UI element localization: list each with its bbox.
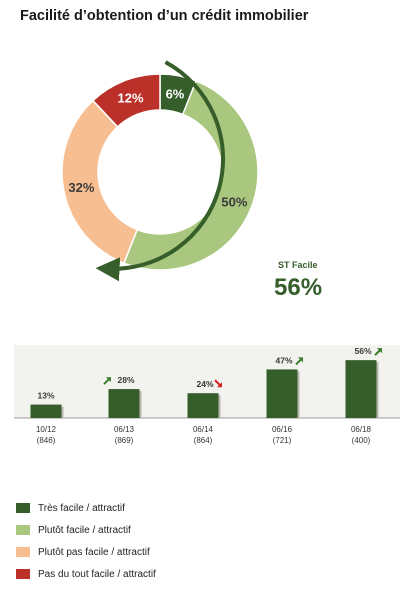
legend-swatch <box>16 525 30 535</box>
bar-category-label: 06/18 <box>351 425 372 434</box>
bar-category-label: (400) <box>352 436 371 445</box>
donut-slice-plut-t-pas-facile-attractif <box>61 99 139 265</box>
trend-up-arrow-icon <box>295 357 303 366</box>
bar-category-label: (846) <box>37 436 56 445</box>
bar-category-label: 06/13 <box>114 425 135 434</box>
donut-slice-label: 6% <box>166 86 185 101</box>
trend-down-arrow-icon <box>214 379 222 388</box>
donut-slice-label: 12% <box>118 91 144 106</box>
bar-value-label: 24% <box>196 379 213 389</box>
legend-label: Plutôt pas facile / attractif <box>38 546 150 558</box>
summary-label: ST Facile <box>278 260 318 270</box>
trend-up-arrow-icon <box>103 377 111 385</box>
legend-swatch <box>16 547 30 557</box>
donut-slice-pas-du-tout-facile-attractif <box>91 73 161 128</box>
bar <box>266 369 298 418</box>
legend-swatch <box>16 569 30 579</box>
legend-item: Pas du tout facile / attractif <box>16 563 156 585</box>
bar-chart: 13% 10/12 (846) 28% 06/13 (869) 24% 06/14 (864) 4… <box>14 345 400 445</box>
st-facile-arc-arrow <box>95 60 225 282</box>
bar <box>30 404 62 418</box>
bar-value-label: 56% <box>354 346 371 356</box>
bar-category-label: (869) <box>115 436 134 445</box>
bar-value-label: 47% <box>275 355 292 365</box>
bar-value-label: 28% <box>117 375 134 385</box>
summary-value: 56% <box>274 274 322 301</box>
bar <box>108 389 140 418</box>
bar <box>345 360 377 418</box>
bar <box>187 393 219 418</box>
legend-item: Plutôt pas facile / attractif <box>16 541 156 563</box>
chart-title: Facilité d’obtention d’un crédit immobil… <box>20 8 309 24</box>
legend: Très facile / attractif Plutôt facile / a… <box>16 497 156 585</box>
legend-label: Plutôt facile / attractif <box>38 524 131 536</box>
bar-category-label: (721) <box>273 436 292 445</box>
bar-category-label: (864) <box>194 436 213 445</box>
donut-chart: 6% 50% 32% 12% <box>61 60 259 282</box>
bar-value-label: 13% <box>37 391 54 401</box>
legend-item: Très facile / attractif <box>16 497 156 519</box>
donut-slice-label: 32% <box>68 180 94 195</box>
legend-item: Plutôt facile / attractif <box>16 519 156 541</box>
legend-label: Très facile / attractif <box>38 502 125 514</box>
legend-swatch <box>16 503 30 513</box>
bar-category-label: 06/14 <box>193 425 214 434</box>
bar-category-label: 10/12 <box>36 425 57 434</box>
summary-group: ST Facile 56% <box>274 260 322 301</box>
trend-up-arrow-icon <box>374 348 382 356</box>
bar-category-label: 06/16 <box>272 425 293 434</box>
donut-slice-label: 50% <box>221 194 247 209</box>
legend-label: Pas du tout facile / attractif <box>38 568 156 580</box>
